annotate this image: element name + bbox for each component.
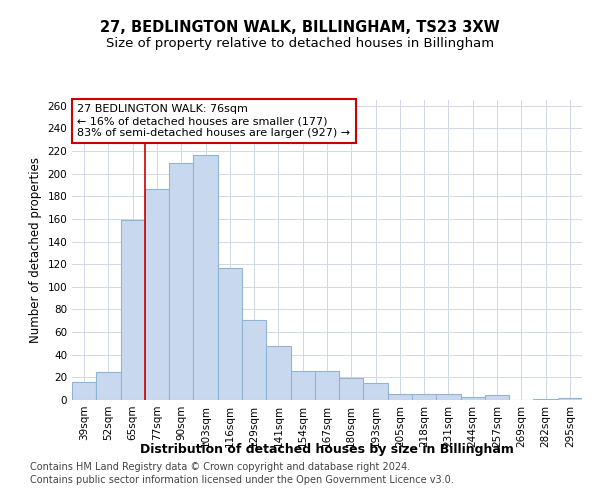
- Bar: [242, 320, 266, 400]
- Bar: [461, 396, 485, 400]
- Bar: [485, 396, 509, 400]
- Text: Distribution of detached houses by size in Billingham: Distribution of detached houses by size …: [140, 442, 514, 456]
- Bar: [72, 382, 96, 400]
- Bar: [96, 372, 121, 400]
- Bar: [339, 378, 364, 400]
- Bar: [169, 164, 193, 400]
- Text: Contains HM Land Registry data © Crown copyright and database right 2024.: Contains HM Land Registry data © Crown c…: [30, 462, 410, 472]
- Bar: [193, 156, 218, 400]
- Bar: [315, 370, 339, 400]
- Bar: [218, 268, 242, 400]
- Bar: [533, 399, 558, 400]
- Bar: [266, 346, 290, 400]
- Bar: [121, 220, 145, 400]
- Bar: [558, 398, 582, 400]
- Bar: [145, 190, 169, 400]
- Text: Size of property relative to detached houses in Billingham: Size of property relative to detached ho…: [106, 38, 494, 51]
- Text: Contains public sector information licensed under the Open Government Licence v3: Contains public sector information licen…: [30, 475, 454, 485]
- Y-axis label: Number of detached properties: Number of detached properties: [29, 157, 42, 343]
- Text: 27, BEDLINGTON WALK, BILLINGHAM, TS23 3XW: 27, BEDLINGTON WALK, BILLINGHAM, TS23 3X…: [100, 20, 500, 35]
- Text: 27 BEDLINGTON WALK: 76sqm
← 16% of detached houses are smaller (177)
83% of semi: 27 BEDLINGTON WALK: 76sqm ← 16% of detac…: [77, 104, 350, 138]
- Bar: [364, 383, 388, 400]
- Bar: [388, 394, 412, 400]
- Bar: [290, 370, 315, 400]
- Bar: [436, 394, 461, 400]
- Bar: [412, 394, 436, 400]
